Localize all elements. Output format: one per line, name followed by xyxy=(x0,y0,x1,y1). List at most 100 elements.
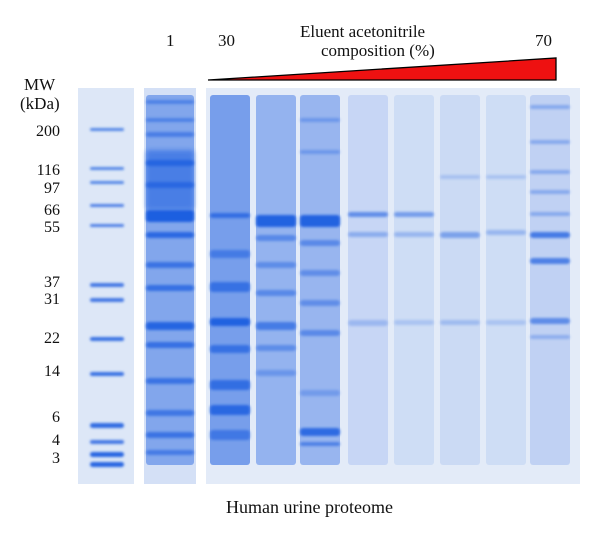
mw-tick-3: 3 xyxy=(52,450,60,467)
fraction-band xyxy=(300,330,340,336)
fraction-lane-smear xyxy=(300,95,340,465)
mw-tick-14: 14 xyxy=(44,363,60,380)
fraction-lane-smear xyxy=(210,95,250,465)
fraction-band xyxy=(210,405,250,415)
fraction-band xyxy=(300,428,340,436)
marker-band xyxy=(90,181,124,184)
fraction-band xyxy=(300,118,340,122)
marker-band xyxy=(90,298,124,302)
marker-band xyxy=(90,452,124,457)
mw-tick-97: 97 xyxy=(44,180,60,197)
lane-1-smear xyxy=(146,150,194,210)
mw-axis-unit: (kDa) xyxy=(20,94,60,113)
fraction-band xyxy=(256,235,296,241)
marker-band xyxy=(90,337,124,341)
mw-axis-title: MW xyxy=(24,75,56,94)
fraction-lane-smear xyxy=(394,95,434,465)
fraction-band xyxy=(256,215,296,227)
lane-1-band xyxy=(146,262,194,268)
fraction-band xyxy=(256,345,296,351)
fraction-band xyxy=(348,232,388,237)
lane-label-30: 30 xyxy=(218,31,235,50)
fraction-band xyxy=(256,370,296,376)
acetonitrile-gradient-wedge xyxy=(207,57,557,81)
fraction-band xyxy=(300,150,340,154)
marker-band xyxy=(90,440,124,444)
marker-band xyxy=(90,167,124,170)
lane-1-band xyxy=(146,118,194,122)
fraction-band xyxy=(210,380,250,390)
fraction-band xyxy=(486,320,526,325)
marker-band xyxy=(90,128,124,131)
mw-tick-200: 200 xyxy=(36,123,60,140)
mw-tick-6: 6 xyxy=(52,409,60,426)
lane-1-band xyxy=(146,410,194,416)
lane-1-band xyxy=(146,450,194,455)
fraction-band xyxy=(486,175,526,179)
fraction-band xyxy=(440,232,480,238)
fraction-lane-smear xyxy=(348,95,388,465)
marker-band xyxy=(90,462,124,467)
fraction-lane-smear xyxy=(530,95,570,465)
fraction-band xyxy=(210,430,250,440)
fraction-band xyxy=(256,262,296,268)
fraction-band xyxy=(256,290,296,296)
fraction-band xyxy=(530,335,570,339)
gradient-title-line-2: composition (%) xyxy=(321,41,435,60)
fraction-band xyxy=(300,240,340,246)
fraction-band xyxy=(486,230,526,235)
fraction-band xyxy=(530,190,570,194)
mw-tick-66: 66 xyxy=(44,202,60,219)
mw-tick-37: 37 xyxy=(44,274,60,291)
fraction-band xyxy=(530,212,570,216)
fraction-band xyxy=(300,390,340,396)
gradient-title-line-1: Eluent acetonitrile xyxy=(300,22,426,41)
mw-tick-4: 4 xyxy=(52,432,60,449)
lane-1-band xyxy=(146,210,194,222)
figure-caption: Human urine proteome xyxy=(226,497,393,517)
marker-band xyxy=(90,423,124,428)
fraction-lanes-panel xyxy=(206,88,580,484)
lane-1-band xyxy=(146,132,194,137)
fraction-band xyxy=(300,215,340,227)
lane-1-band xyxy=(146,232,194,238)
fraction-band xyxy=(394,212,434,217)
fraction-band xyxy=(300,442,340,446)
fraction-band xyxy=(348,212,388,217)
fraction-band xyxy=(530,258,570,264)
lane-1-band xyxy=(146,432,194,438)
fraction-band xyxy=(530,318,570,324)
fraction-band xyxy=(210,213,250,218)
fraction-band xyxy=(394,232,434,237)
marker-band xyxy=(90,204,124,207)
lane-1-band xyxy=(146,285,194,291)
fraction-band xyxy=(210,318,250,326)
fraction-band xyxy=(210,282,250,292)
fraction-lanes xyxy=(210,95,570,465)
lane-1-band xyxy=(146,322,194,330)
fraction-band xyxy=(348,320,388,326)
fraction-band xyxy=(530,105,570,109)
lane-1-band xyxy=(146,182,194,188)
lane-1-band xyxy=(146,378,194,384)
fraction-band xyxy=(530,232,570,238)
fraction-band xyxy=(256,322,296,330)
lane-1-band xyxy=(146,100,194,104)
fraction-band xyxy=(440,320,480,325)
marker-band xyxy=(90,372,124,376)
fraction-band xyxy=(394,320,434,325)
fraction-band xyxy=(300,300,340,306)
marker-band xyxy=(90,283,124,287)
mw-tick-31: 31 xyxy=(44,291,60,308)
lane-1-band xyxy=(146,160,194,166)
mw-tick-22: 22 xyxy=(44,330,60,347)
mw-tick-55: 55 xyxy=(44,219,60,236)
fraction-band xyxy=(530,140,570,144)
marker-band xyxy=(90,224,124,227)
fraction-band xyxy=(440,175,480,179)
fraction-band xyxy=(530,170,570,174)
lane-1 xyxy=(146,95,194,465)
fraction-band xyxy=(300,270,340,276)
mw-tick-116: 116 xyxy=(36,162,60,179)
fraction-lane-smear xyxy=(440,95,480,465)
